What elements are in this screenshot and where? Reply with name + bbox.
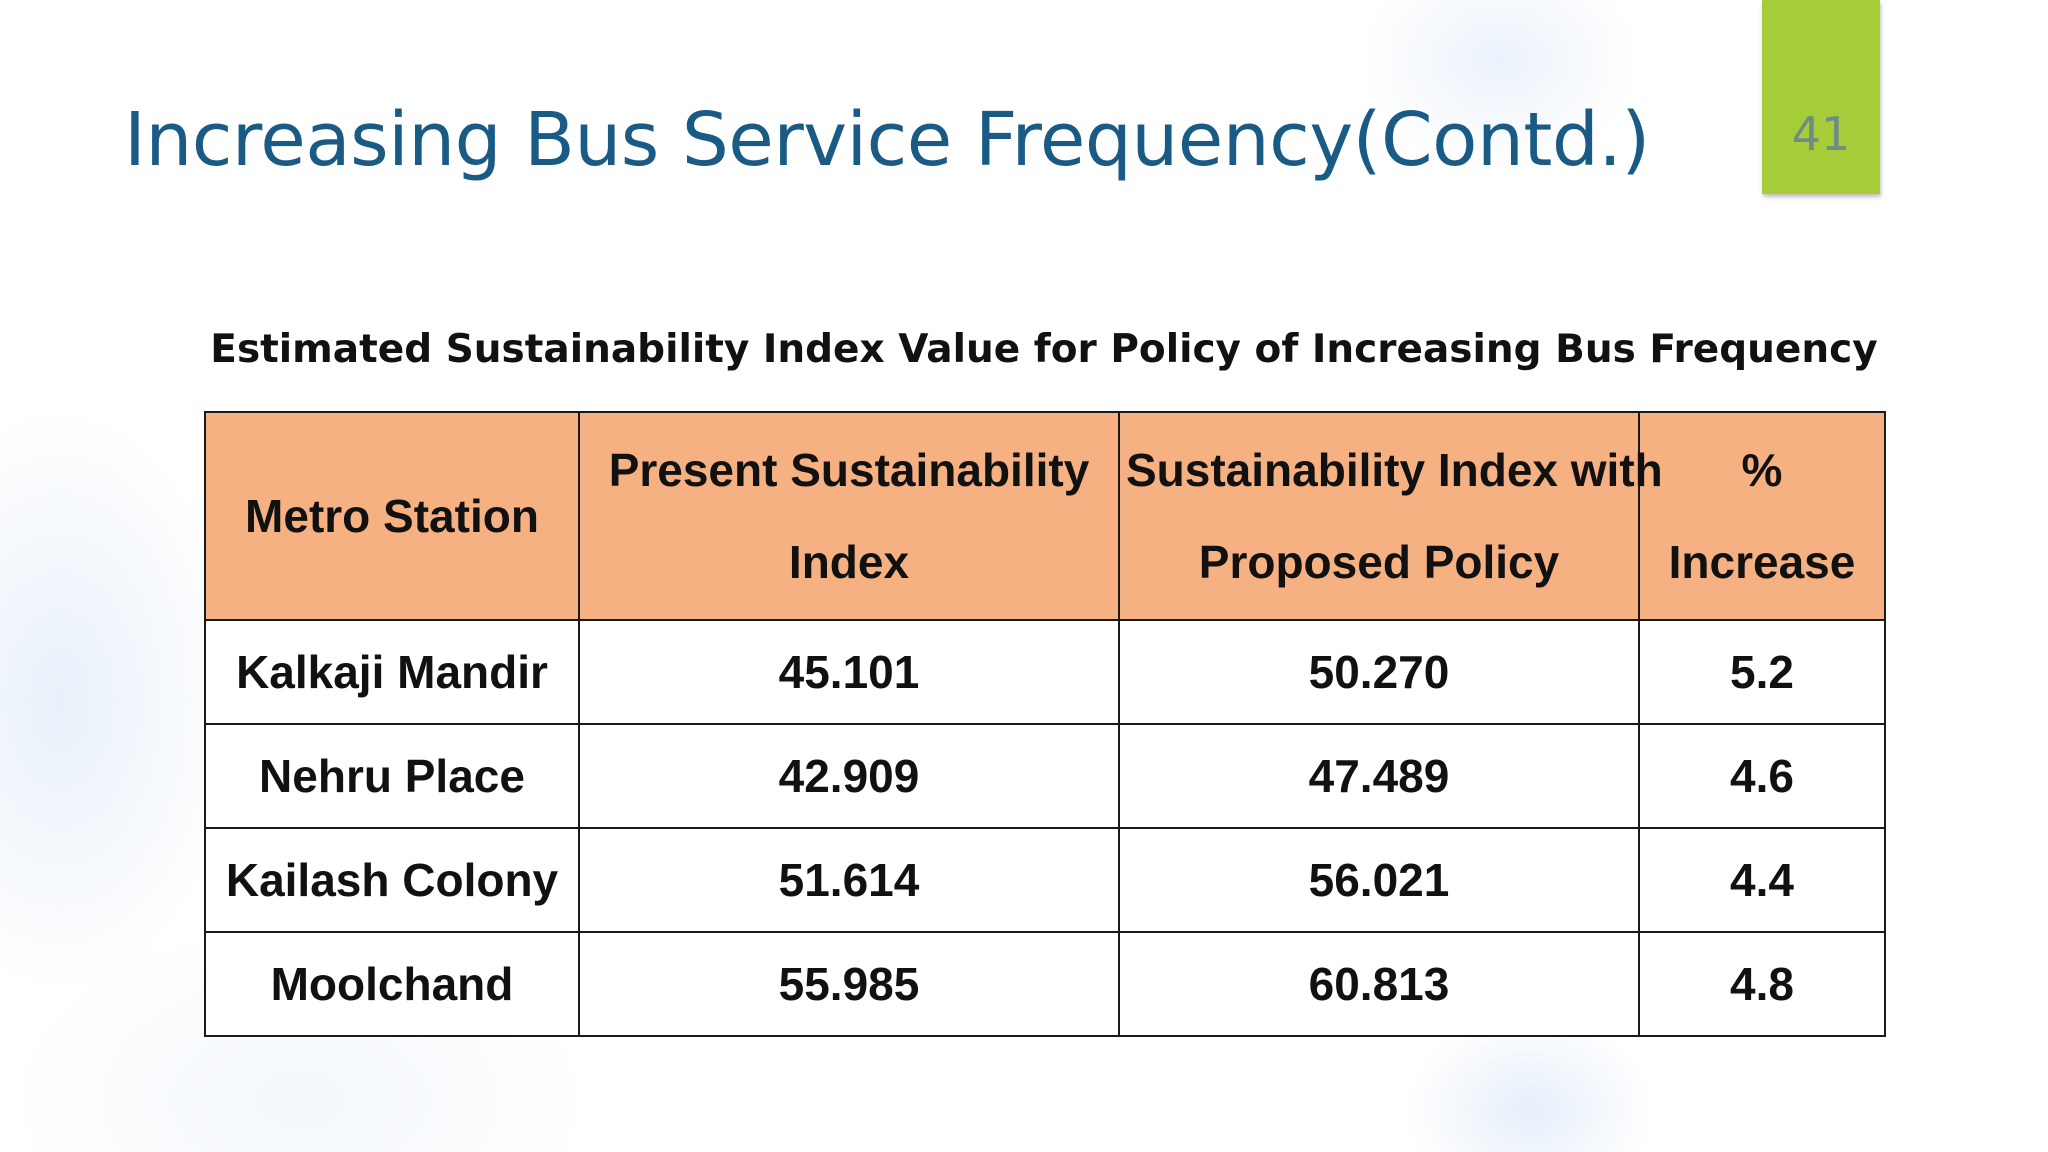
cell-percent-increase: 4.4 bbox=[1638, 827, 1886, 933]
page-number: 41 bbox=[1791, 107, 1851, 161]
cell-proposed-index: 50.270 bbox=[1118, 619, 1640, 725]
header-proposed-index: Sustainability Index with Proposed Polic… bbox=[1118, 411, 1663, 621]
cell-station: Kalkaji Mandir bbox=[204, 619, 580, 725]
cell-station: Moolchand bbox=[204, 931, 580, 1037]
table-row: Kailash Colony 51.614 56.021 4.4 bbox=[204, 827, 1886, 933]
cell-proposed-index: 60.813 bbox=[1118, 931, 1640, 1037]
cell-percent-increase: 5.2 bbox=[1638, 619, 1886, 725]
header-percent-increase: % Increase bbox=[1638, 411, 1886, 621]
header-proposed-index-line-2: Proposed Policy bbox=[1198, 536, 1560, 588]
slide-title: Increasing Bus Service Frequency(Contd.) bbox=[124, 97, 1650, 183]
table-row: Moolchand 55.985 60.813 4.8 bbox=[204, 931, 1886, 1037]
table-caption: Estimated Sustainability Index Value for… bbox=[210, 327, 1878, 372]
cell-proposed-index: 47.489 bbox=[1118, 723, 1640, 829]
cell-proposed-index: 56.021 bbox=[1118, 827, 1640, 933]
cell-present-index: 45.101 bbox=[578, 619, 1120, 725]
page-number-badge: 41 bbox=[1762, 0, 1880, 194]
cell-percent-increase: 4.8 bbox=[1638, 931, 1886, 1037]
header-metro-station-label: Metro Station bbox=[245, 490, 539, 542]
table-row: Kalkaji Mandir 45.101 50.270 5.2 bbox=[204, 619, 1886, 725]
header-present-index-line-1: Present Sustainability bbox=[608, 444, 1090, 496]
header-proposed-index-line-1: Sustainability Index with bbox=[1126, 444, 1663, 496]
table-header-row: Metro Station Present Sustainability Ind… bbox=[204, 411, 1886, 621]
header-present-index: Present Sustainability Index bbox=[578, 411, 1120, 621]
table-row: Nehru Place 42.909 47.489 4.6 bbox=[204, 723, 1886, 829]
cell-station: Nehru Place bbox=[204, 723, 580, 829]
sustainability-index-table: Metro Station Present Sustainability Ind… bbox=[204, 411, 1886, 1037]
cell-present-index: 55.985 bbox=[578, 931, 1120, 1037]
cell-present-index: 42.909 bbox=[578, 723, 1120, 829]
header-present-index-line-2: Index bbox=[788, 536, 910, 588]
header-percent-increase-line-2: Increase bbox=[1668, 536, 1856, 588]
cell-present-index: 51.614 bbox=[578, 827, 1120, 933]
header-metro-station: Metro Station bbox=[204, 411, 580, 621]
header-percent-increase-line-1: % bbox=[1741, 444, 1783, 496]
cell-percent-increase: 4.6 bbox=[1638, 723, 1886, 829]
cell-station: Kailash Colony bbox=[204, 827, 580, 933]
